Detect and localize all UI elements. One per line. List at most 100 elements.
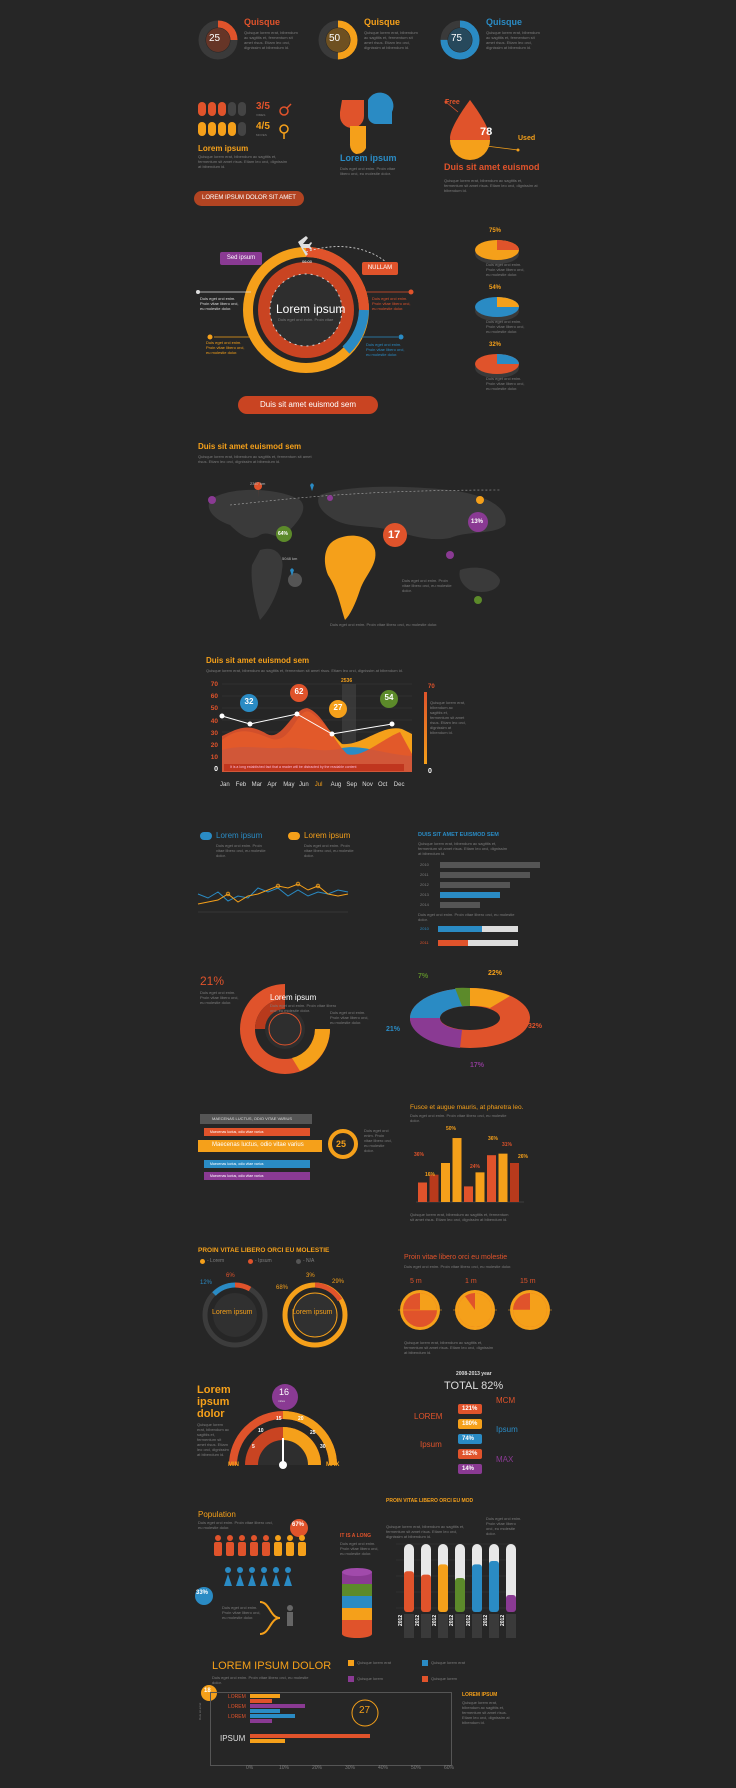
map-label-1: 2367 km — [250, 481, 266, 486]
ring-pct-4: 17% — [470, 1062, 485, 1069]
hbar-side-title: LOREM IPSUM — [462, 1692, 498, 1698]
legend-label-1: Lorem ipsum — [216, 831, 263, 840]
total-row-value: 121% — [462, 1406, 478, 1412]
timer-label: 15 m — [520, 1278, 536, 1285]
total-label-2: Ipsum — [496, 1425, 518, 1434]
male-sub: VIMES — [256, 113, 266, 117]
clock-button[interactable]: Duis sit amet euismod sem — [238, 396, 378, 414]
total-row-badge — [458, 1464, 482, 1474]
ribbon — [204, 1172, 310, 1180]
speed-tick: 20 — [298, 1416, 304, 1422]
gauge-text: Quisque lorem erat, bibendum ac sagittis… — [364, 30, 418, 50]
gender-button[interactable]: LOREM IPSUM DOLOR SIT AMET — [194, 191, 304, 206]
petals-logo — [340, 92, 394, 155]
person-icon — [299, 1535, 305, 1541]
petals-text: Duis eget orci enim. Proin vitae libero … — [340, 166, 396, 176]
donut-right-note: Duis eget orci enim. Proin vitae libero … — [330, 1010, 369, 1025]
ribbon — [204, 1160, 310, 1168]
area-chart — [219, 683, 412, 772]
colbar — [475, 1172, 485, 1202]
hbar-label: 2012 — [420, 882, 429, 887]
speed-badge-sub: miles — [278, 1399, 286, 1403]
gauge-ring — [318, 20, 358, 60]
area-callout: 62 — [294, 687, 304, 696]
area-ytick: 60 — [210, 693, 218, 701]
hbar-xtick: 30% — [345, 1765, 356, 1771]
clock-center-title: Lorem ipsum — [276, 302, 346, 316]
person-icon — [285, 1567, 291, 1573]
circles-legend-1: - Lorem — [207, 1258, 225, 1264]
area-xtick: Dec — [393, 782, 405, 788]
hbar-row-bar — [250, 1704, 305, 1708]
area-xtick: Nov — [362, 782, 373, 788]
hbar-row-bar — [250, 1734, 370, 1738]
legend-dot-3 — [296, 1259, 301, 1264]
drop-used: Used — [518, 135, 536, 142]
colbar — [441, 1163, 450, 1202]
circle-pct-4: 3% — [306, 1273, 315, 1279]
colbar-value: 31% — [502, 1142, 513, 1148]
pie-3d — [475, 297, 519, 321]
timer-circle — [398, 1290, 442, 1330]
tube-fill — [455, 1578, 465, 1612]
total-year: 2008-2013 year — [456, 1371, 492, 1377]
hbar-xtick: 10% — [279, 1765, 290, 1771]
cyl-text: Duis eget orci enim. Proin vitae libero … — [340, 1541, 379, 1556]
gender-pills — [198, 102, 292, 139]
person-icon — [215, 1535, 221, 1541]
colbar-value: 24% — [470, 1164, 481, 1170]
hbar-vertical: Duis sit amet — [198, 1702, 202, 1720]
ribbon-circle — [328, 1129, 358, 1159]
tube-fill — [404, 1571, 414, 1612]
ring-pct-5: 21% — [386, 1026, 401, 1033]
progress-year: 2011 — [420, 940, 429, 945]
progress-track — [438, 940, 518, 946]
timer-circle — [508, 1290, 552, 1330]
speed-min: MIN — [228, 1462, 239, 1468]
area-ytick: 40 — [210, 717, 218, 725]
drop-heading: Duis sit amet euismod — [444, 162, 540, 172]
gauge-ring — [440, 20, 480, 60]
hbar-row-label: LOREM — [228, 1694, 246, 1700]
colbar — [429, 1174, 439, 1202]
pop-merge — [259, 1601, 293, 1635]
area-xtick: Feb — [235, 782, 247, 788]
legend-text-1: Duis eget orci enim. Proin vitae libero … — [216, 843, 266, 858]
map-big: 17 — [388, 529, 401, 541]
hbar-bar — [440, 892, 500, 898]
clock-chart — [196, 236, 414, 373]
total-row-value: 14% — [462, 1466, 475, 1472]
progress-year: 2010 — [420, 926, 429, 931]
area-callout-bubble — [290, 684, 308, 702]
total-row-badge — [458, 1449, 482, 1459]
pop-67-bubble — [290, 1519, 308, 1537]
pop-33: 33% — [196, 1590, 209, 1596]
hbar-legend-swatch — [422, 1660, 428, 1666]
area-ytick: 0 — [214, 766, 218, 774]
tube-fill — [472, 1564, 482, 1612]
pie-pct: 32% — [489, 342, 502, 348]
area-heading: Duis sit amet euismod sem — [206, 656, 310, 665]
area-side-text: Quisque lorem erat, bibendum ac sagittis… — [430, 700, 467, 735]
gauge-ring — [198, 20, 238, 60]
pie-text: Duis eget orci enim. Proin vitae libero … — [486, 262, 525, 277]
hbar-xtick: 40% — [378, 1765, 389, 1771]
person-icon — [251, 1535, 257, 1541]
speed-text: Quisque lorem erat, bibendum ac sagittis… — [197, 1422, 230, 1457]
map-bubble-2: 64% — [278, 531, 289, 537]
donut-left-title: Lorem ipsum — [270, 993, 317, 1002]
area-ytick: 70 — [210, 681, 218, 688]
pop-heading: Population — [198, 1510, 236, 1519]
tube-year: 2012 — [466, 1614, 472, 1626]
colbar-value: 36% — [414, 1152, 425, 1158]
progress-fill — [438, 940, 469, 946]
ring-pct-1: 7% — [418, 973, 429, 980]
pie-text: Duis eget orci enim. Proin vitae libero … — [486, 376, 525, 391]
area-right-bar — [424, 692, 427, 764]
world-map — [208, 482, 506, 620]
person-icon — [225, 1567, 231, 1573]
colbar — [464, 1186, 473, 1202]
colbars-sub: Duis eget orci enim. Proin vitae libero … — [410, 1113, 507, 1123]
clock-center-sub: Duis eget orci enim. Proin vitae — [278, 317, 334, 322]
legend-label-2: Lorem ipsum — [304, 831, 351, 840]
